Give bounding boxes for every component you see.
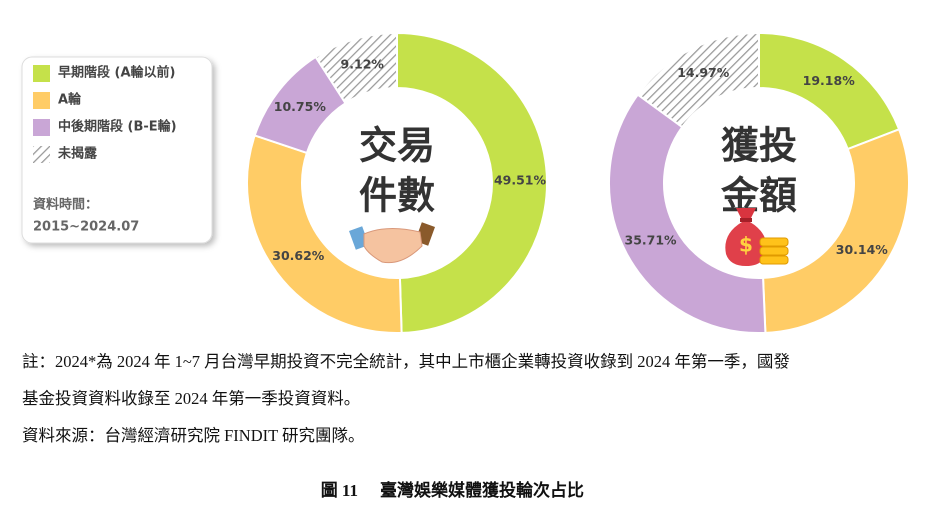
note-line: 註：2024*為 2024 年 1~7 月台灣早期投資不完全統計，其中上市櫃企業…	[22, 352, 790, 371]
legend-label: 中後期階段 (B-E輪)	[58, 119, 177, 135]
legend-note: 資料時間：	[33, 197, 98, 213]
caption-label: 圖 11	[321, 481, 358, 500]
donut-slice	[246, 134, 403, 334]
value-label: 30.62%	[272, 248, 325, 263]
value-label: 30.14%	[836, 242, 889, 257]
value-label: 35.71%	[625, 233, 678, 248]
svg-text:$: $	[739, 233, 753, 257]
legend-swatch	[33, 119, 50, 136]
center-title: 獲投	[721, 124, 797, 168]
value-label: 19.18%	[803, 73, 856, 88]
legend-label: 未揭露	[57, 146, 98, 162]
center-title: 金額	[720, 174, 797, 218]
value-label: 49.51%	[494, 173, 547, 188]
donut-slice	[762, 128, 910, 334]
value-label: 10.75%	[274, 99, 327, 114]
donut-slice	[636, 31, 760, 129]
legend-label: 早期階段 (A輪以前)	[58, 65, 175, 81]
legend-swatch	[33, 146, 50, 163]
value-label: 14.97%	[677, 65, 730, 80]
donut-slice	[608, 93, 767, 334]
source-line: 資料來源：台灣經濟研究院 FINDIT 研究團隊。	[22, 426, 365, 445]
center-title: 件數	[359, 174, 435, 218]
donut-slice	[314, 31, 398, 105]
center-title: 交易	[359, 124, 435, 168]
legend-label: A輪	[58, 92, 82, 108]
legend-box	[21, 56, 213, 244]
donut-slice	[396, 31, 548, 334]
handshake-icon	[349, 222, 435, 264]
value-label: 9.12%	[341, 57, 385, 72]
legend-swatch	[33, 65, 50, 82]
money-bag-icon: $	[725, 208, 789, 266]
legend-swatch	[33, 92, 50, 109]
note-line: 基金投資資料收錄至 2024 年第一季投資資料。	[22, 389, 360, 408]
caption-text: 臺灣娛樂媒體獲投輪次占比	[380, 480, 584, 500]
legend-note: 2015~2024.07	[33, 220, 139, 235]
